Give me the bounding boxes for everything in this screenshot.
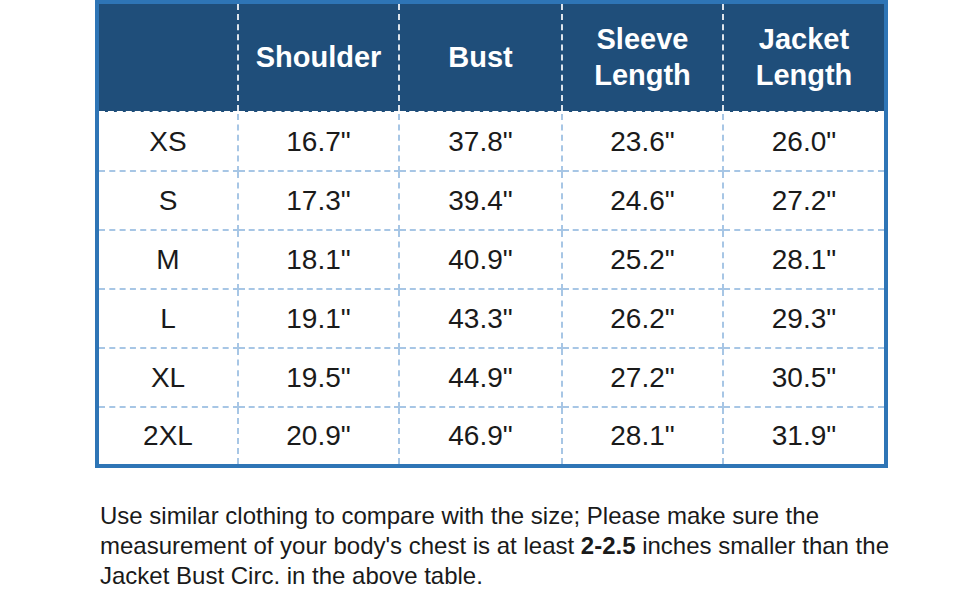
size-chart-image: Shoulder Bust Sleeve Length Jacket Lengt…: [0, 0, 970, 600]
sleeve-length-cell: 27.2": [562, 348, 723, 407]
note-line: measurement of your body's chest is at l…: [100, 531, 900, 561]
table-row: 2XL 20.9" 46.9" 28.1" 31.9": [97, 407, 886, 466]
size-chart-table: Shoulder Bust Sleeve Length Jacket Lengt…: [95, 0, 888, 468]
table-header: Shoulder Bust Sleeve Length Jacket Lengt…: [97, 2, 886, 112]
note-line: Jacket Bust Circ. in the above table.: [100, 561, 900, 591]
table-row: XL 19.5" 44.9" 27.2" 30.5": [97, 348, 886, 407]
header-row: Shoulder Bust Sleeve Length Jacket Lengt…: [97, 2, 886, 112]
sleeve-length-cell: 23.6": [562, 112, 723, 171]
jacket-length-cell: 27.2": [723, 171, 886, 230]
sleeve-length-cell: 26.2": [562, 289, 723, 348]
shoulder-cell: 19.5": [238, 348, 399, 407]
size-cell: M: [97, 230, 238, 289]
column-header-sleeve-length: Sleeve Length: [562, 2, 723, 112]
sizing-note: Use similar clothing to compare with the…: [100, 501, 900, 591]
size-cell: 2XL: [97, 407, 238, 466]
note-text: measurement of your body's chest is at l…: [100, 532, 581, 559]
note-text: Jacket Bust Circ. in the above table.: [100, 562, 483, 589]
sleeve-length-cell: 28.1": [562, 407, 723, 466]
column-header-size: [97, 2, 238, 112]
jacket-length-cell: 29.3": [723, 289, 886, 348]
table-row: XS 16.7" 37.8" 23.6" 26.0": [97, 112, 886, 171]
table-row: M 18.1" 40.9" 25.2" 28.1": [97, 230, 886, 289]
size-cell: XL: [97, 348, 238, 407]
size-cell: XS: [97, 112, 238, 171]
column-header-bust: Bust: [399, 2, 562, 112]
table-row: S 17.3" 39.4" 24.6" 27.2": [97, 171, 886, 230]
table-row: L 19.1" 43.3" 26.2" 29.3": [97, 289, 886, 348]
sleeve-length-cell: 24.6": [562, 171, 723, 230]
bust-cell: 43.3": [399, 289, 562, 348]
note-bold-text: 2-2.5: [581, 532, 636, 559]
column-header-shoulder: Shoulder: [238, 2, 399, 112]
note-line: Use similar clothing to compare with the…: [100, 501, 900, 531]
bust-cell: 39.4": [399, 171, 562, 230]
bust-cell: 46.9": [399, 407, 562, 466]
note-text: Use similar clothing to compare with the…: [100, 502, 819, 529]
sleeve-length-cell: 25.2": [562, 230, 723, 289]
bust-cell: 40.9": [399, 230, 562, 289]
jacket-length-cell: 26.0": [723, 112, 886, 171]
table-body: XS 16.7" 37.8" 23.6" 26.0" S 17.3" 39.4"…: [97, 112, 886, 466]
note-text: inches smaller than the: [636, 532, 889, 559]
bust-cell: 44.9": [399, 348, 562, 407]
shoulder-cell: 16.7": [238, 112, 399, 171]
column-header-jacket-length: Jacket Length: [723, 2, 886, 112]
size-cell: S: [97, 171, 238, 230]
shoulder-cell: 20.9": [238, 407, 399, 466]
size-cell: L: [97, 289, 238, 348]
jacket-length-cell: 31.9": [723, 407, 886, 466]
jacket-length-cell: 30.5": [723, 348, 886, 407]
shoulder-cell: 19.1": [238, 289, 399, 348]
jacket-length-cell: 28.1": [723, 230, 886, 289]
bust-cell: 37.8": [399, 112, 562, 171]
shoulder-cell: 18.1": [238, 230, 399, 289]
shoulder-cell: 17.3": [238, 171, 399, 230]
